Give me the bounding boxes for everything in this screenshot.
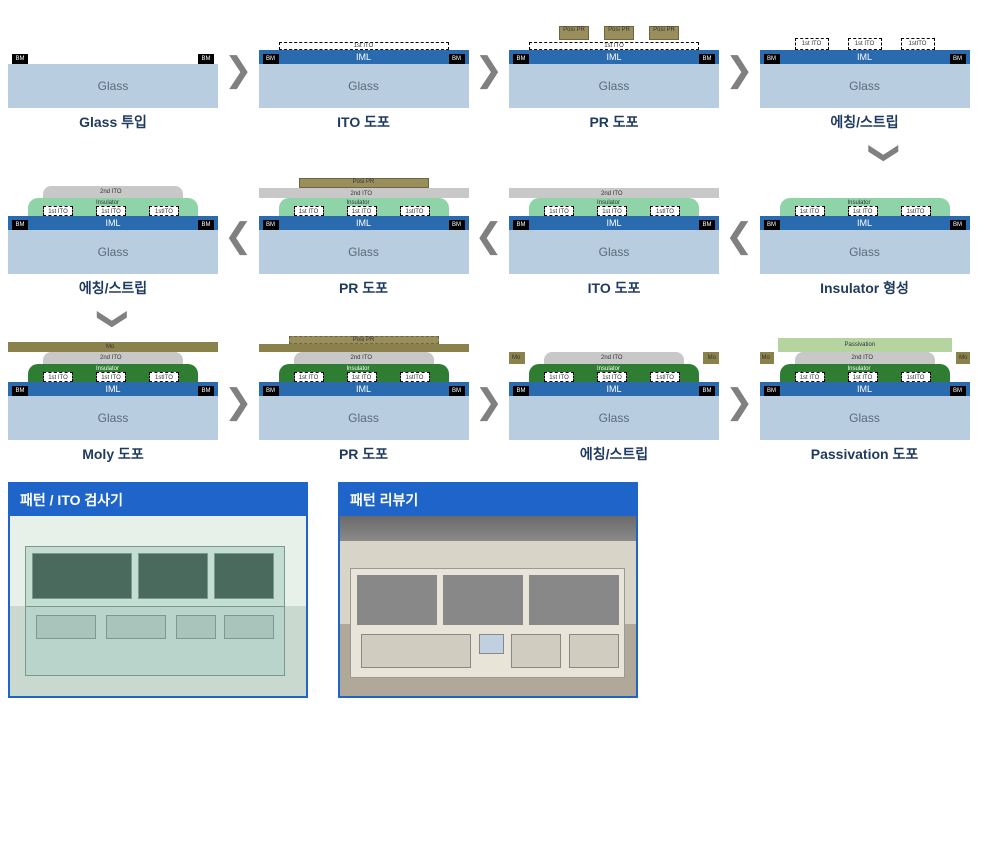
arrow-left: ❮ [224, 219, 253, 253]
photo-reviewer [340, 516, 636, 696]
flow-row-2: Glass IML BM BM Insulator 1st ITO 1st IT… [8, 174, 988, 298]
pr-block: Posi PR [604, 26, 634, 40]
ito-pattern: 1stITO [901, 38, 935, 50]
glass-text: Glass [98, 79, 129, 93]
process-flow: Glass BM BM Glass 투입 ❯ Glass IML BM BM 1… [8, 8, 988, 464]
step-pr-depo-3: Glass IML BM BM Insulator 1st ITO 1st IT… [259, 340, 469, 464]
arrow-right: ❯ [224, 53, 253, 87]
down-connector-1: ❯ [8, 138, 988, 168]
step-label: ITO 도포 [337, 112, 390, 132]
glass-layer: Glass [8, 64, 218, 108]
panel-header: 패턴 리뷰기 [340, 484, 636, 516]
step-label: PR 도포 [339, 278, 388, 298]
step-passivation: Glass IML BM BM Insulator 1st ITO 1st IT… [760, 340, 970, 464]
stage-s9: Glass IML BM BM Insulator 1st ITO 1st IT… [8, 340, 218, 440]
pr-block: Posi PR [649, 26, 679, 40]
photo-inspector [10, 516, 306, 696]
bm-left: BM [12, 54, 28, 64]
panel-pattern-ito-inspector: 패턴 / ITO 검사기 [8, 482, 308, 698]
arrow-left: ❮ [475, 219, 504, 253]
equipment-panels: 패턴 / ITO 검사기 패턴 리뷰기 [8, 482, 988, 698]
bm-left: BM [263, 54, 279, 64]
stage-s7: Glass IML BM BM Insulator 1st ITO 1st IT… [259, 174, 469, 274]
arrow-right: ❯ [725, 53, 754, 87]
step-label: 에칭/스트립 [580, 444, 648, 464]
step-label: Glass 투입 [79, 112, 147, 132]
pr-block: Posi PR [289, 336, 439, 344]
step-ito-depo-2: Glass IML BM BM Insulator 1st ITO 1st IT… [509, 174, 719, 298]
step-label: Insulator 형성 [820, 278, 909, 298]
step-moly-depo: Glass IML BM BM Insulator 1st ITO 1st IT… [8, 340, 218, 464]
pr-block: Posi PR [299, 178, 429, 188]
flow-row-1: Glass BM BM Glass 투입 ❯ Glass IML BM BM 1… [8, 8, 988, 132]
ito-pattern: 1st ITO [848, 38, 882, 50]
step-glass-input: Glass BM BM Glass 투입 [8, 8, 218, 132]
ito-pattern: 1st ITO [795, 38, 829, 50]
bm-right: BM [449, 54, 465, 64]
pr-block: Posi PR [559, 26, 589, 40]
arrow-right: ❯ [224, 385, 253, 419]
step-pr-depo-1: Glass IML BM BM 1st ITO Posi PR Posi PR … [509, 8, 719, 132]
stage-s6: Glass IML BM BM Insulator 1st ITO 1st IT… [509, 174, 719, 274]
arrow-right: ❯ [475, 385, 504, 419]
iml-layer: IML [259, 50, 469, 64]
bm-right: BM [198, 54, 214, 64]
step-ito-depo-1: Glass IML BM BM 1st ITO ITO 도포 [259, 8, 469, 132]
flow-row-3: Glass IML BM BM Insulator 1st ITO 1st IT… [8, 340, 988, 464]
step-label: Moly 도포 [82, 444, 144, 464]
arrow-left: ❮ [725, 219, 754, 253]
stage-s5: Glass IML BM BM Insulator 1st ITO 1st IT… [760, 174, 970, 274]
stage-s1: Glass BM BM [8, 8, 218, 108]
step-label: PR 도포 [339, 444, 388, 464]
stage-s2: Glass IML BM BM 1st ITO [259, 8, 469, 108]
step-etch-strip-3: Glass IML BM BM Insulator 1st ITO 1st IT… [509, 340, 719, 464]
glass-layer: Glass [259, 64, 469, 108]
step-pr-depo-2: Glass IML BM BM Insulator 1st ITO 1st IT… [259, 174, 469, 298]
step-etch-strip-1: Glass IML BM BM 1st ITO 1st ITO 1stITO 에… [760, 8, 970, 132]
arrow-right: ❯ [725, 385, 754, 419]
stage-s4: Glass IML BM BM 1st ITO 1st ITO 1stITO [760, 8, 970, 108]
step-label: PR 도포 [589, 112, 638, 132]
panel-pattern-reviewer: 패턴 리뷰기 [338, 482, 638, 698]
arrow-right: ❯ [475, 53, 504, 87]
stage-s10: Glass IML BM BM Insulator 1st ITO 1st IT… [259, 340, 469, 440]
step-label: ITO 도포 [588, 278, 641, 298]
down-connector-2: ❯ [8, 304, 988, 334]
stage-s3: Glass IML BM BM 1st ITO Posi PR Posi PR … [509, 8, 719, 108]
panel-header: 패턴 / ITO 검사기 [10, 484, 306, 516]
ito1-label: 1st ITO [354, 43, 374, 49]
stage-s12: Glass IML BM BM Insulator 1st ITO 1st IT… [760, 340, 970, 440]
step-label: Passivation 도포 [811, 444, 918, 464]
stage-s11: Glass IML BM BM Insulator 1st ITO 1st IT… [509, 340, 719, 440]
step-insulator: Glass IML BM BM Insulator 1st ITO 1st IT… [760, 174, 970, 298]
